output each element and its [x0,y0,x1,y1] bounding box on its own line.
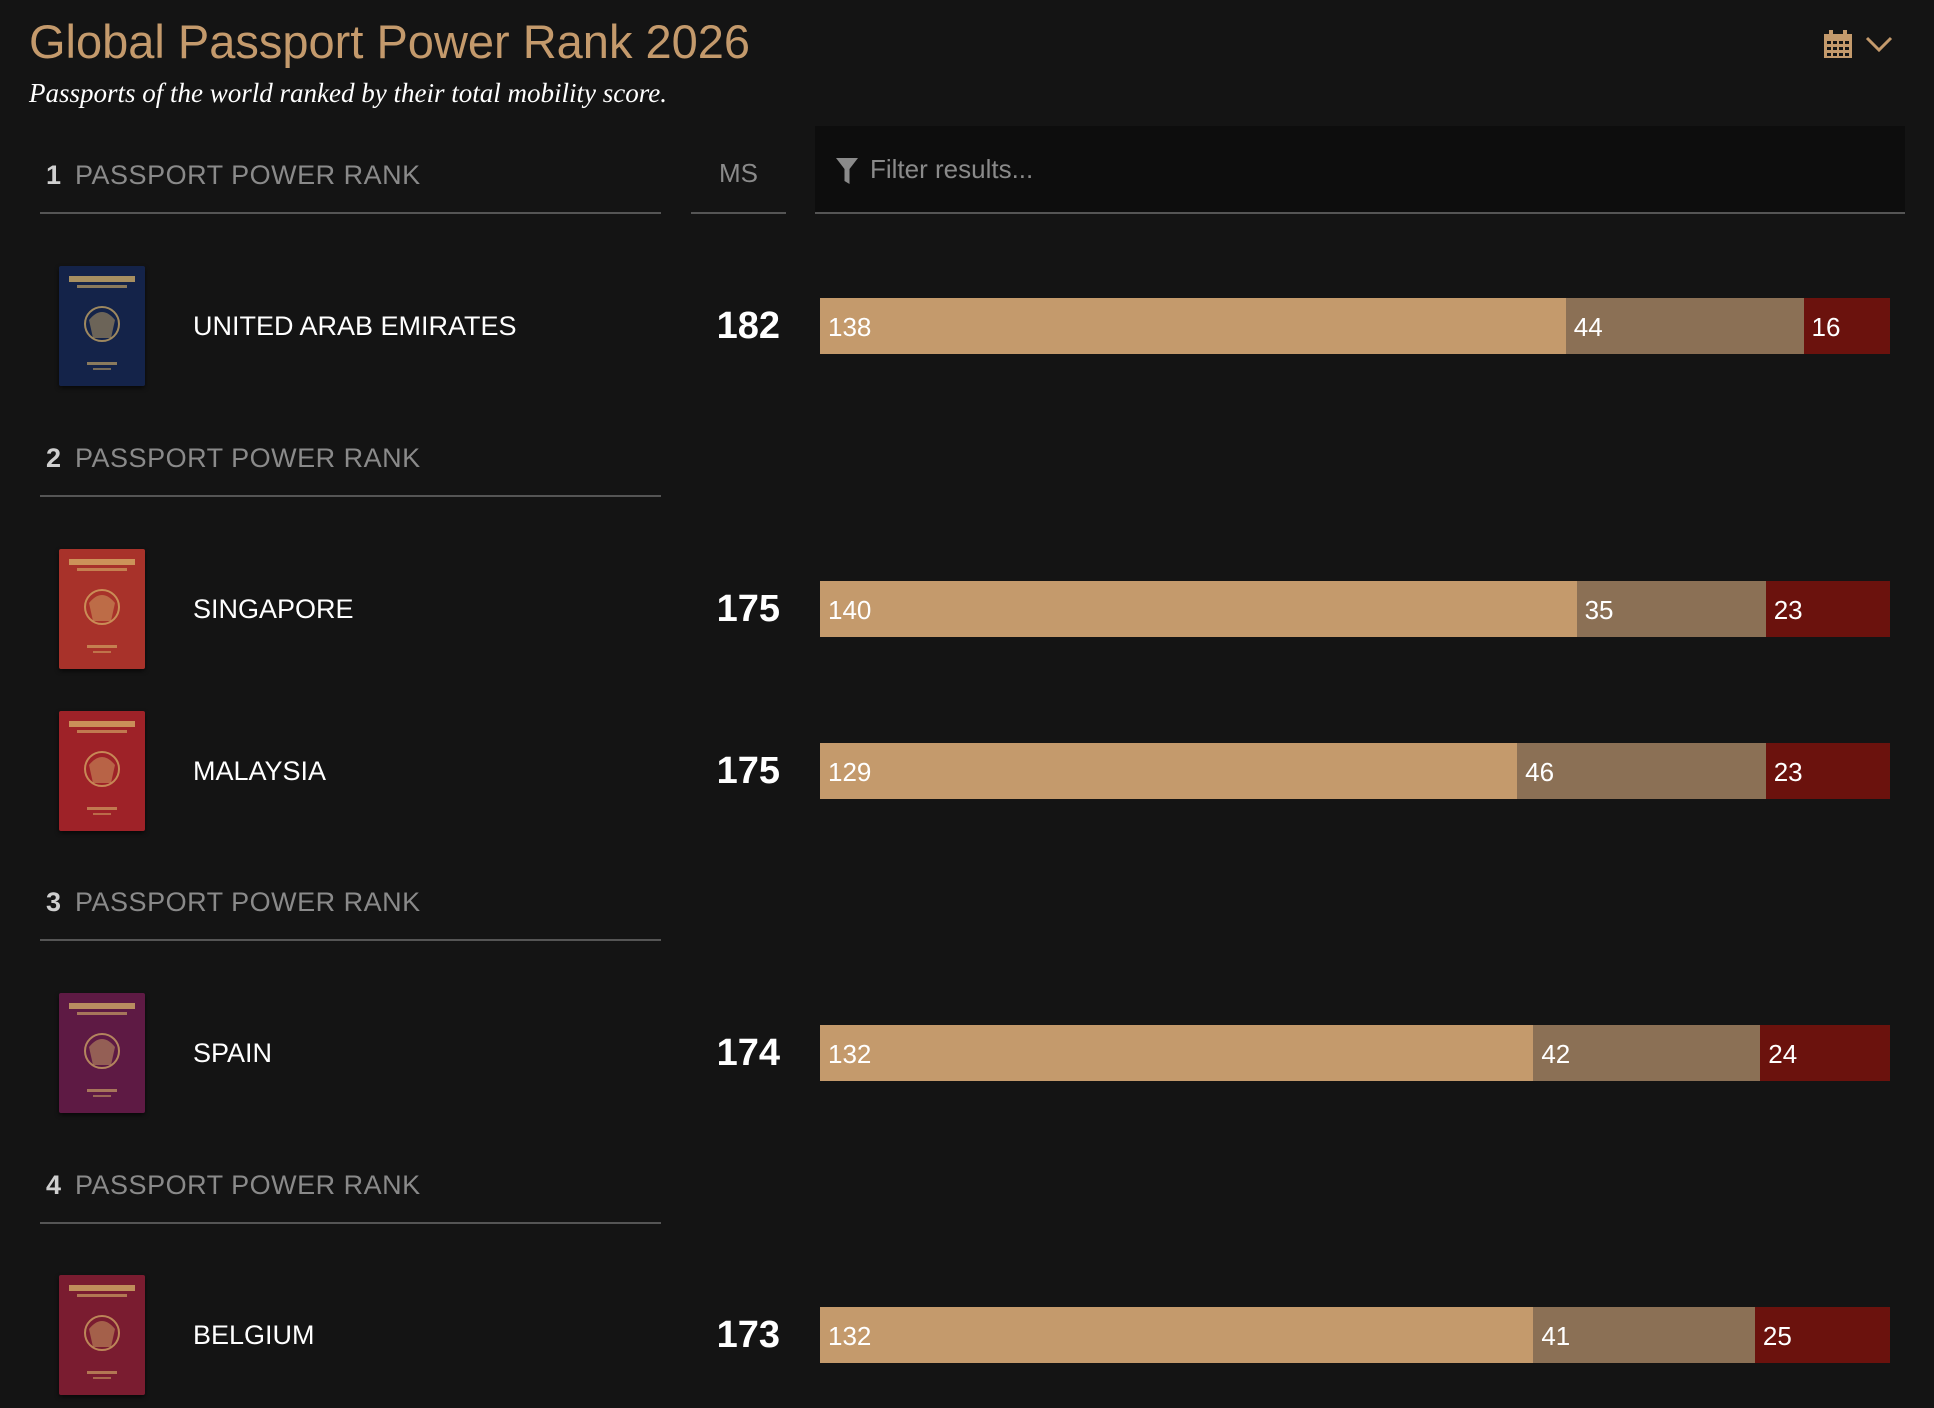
mobility-breakdown-bar: 138 44 16 [820,298,1890,354]
passport-cover-image [59,266,145,386]
rank-group-header: 4 PASSPORT POWER RANK [40,1148,661,1224]
mobility-score: 182 [716,305,780,347]
passport-cover-image [59,1275,145,1395]
rank-number: 3 [46,886,62,917]
bar-segment-1: 132 [820,1307,1534,1363]
country-name: SINGAPORE [193,594,354,624]
mobility-breakdown-bar: 132 41 25 [820,1307,1890,1363]
country-name: BELGIUM [193,1320,315,1350]
page-subtitle: Passports of the world ranked by their t… [29,78,667,108]
date-picker-button[interactable] [1822,22,1902,66]
chevron-down-icon [1864,34,1894,54]
rank-label: PASSPORT POWER RANK [75,442,421,473]
bar-segment-1: 138 [820,298,1566,354]
rank-group-header: 1 PASSPORT POWER RANK [40,138,661,214]
mobility-score: 173 [716,1314,780,1356]
passport-cover-image [59,711,145,831]
rank-number: 2 [46,442,62,473]
rank-number: 4 [46,1169,62,1200]
rank-number: 1 [46,159,62,190]
mobility-score: 174 [716,1032,780,1074]
passport-row[interactable]: SPAIN 174 132 42 24 [0,993,1934,1113]
bar-segment-2: 44 [1565,298,1804,354]
bar-segment-1: 140 [820,581,1577,637]
passport-row[interactable]: BELGIUM 173 132 41 25 [0,1275,1934,1395]
bar-segment-3: 23 [1765,743,1890,799]
bar-segment-2: 42 [1533,1025,1761,1081]
country-name: UNITED ARAB EMIRATES [193,311,517,341]
passport-cover-image [59,549,145,669]
bar-segment-1: 129 [820,743,1518,799]
rank-label: PASSPORT POWER RANK [75,1169,421,1200]
page-title: Global Passport Power Rank 2026 [29,15,751,68]
bar-segment-3: 23 [1765,581,1890,637]
filter-input[interactable] [868,148,1872,190]
ms-column-header[interactable]: MS [691,126,786,214]
bar-segment-2: 41 [1533,1307,1755,1363]
mobility-breakdown-bar: 132 42 24 [820,1025,1890,1081]
bar-segment-2: 46 [1517,743,1766,799]
calendar-icon [1822,28,1854,60]
bar-segment-3: 24 [1760,1025,1890,1081]
rank-group-header: 2 PASSPORT POWER RANK [40,421,661,497]
rank-label: PASSPORT POWER RANK [75,159,421,190]
country-name: MALAYSIA [193,756,327,786]
passport-cover-image [59,993,145,1113]
bar-segment-2: 35 [1576,581,1766,637]
passport-row[interactable]: SINGAPORE 175 140 35 23 [0,549,1934,669]
mobility-score: 175 [716,588,780,630]
bar-segment-1: 132 [820,1025,1534,1081]
mobility-score: 175 [716,750,780,792]
mobility-breakdown-bar: 129 46 23 [820,743,1890,799]
country-name: SPAIN [193,1038,273,1068]
filter-box[interactable] [815,126,1905,214]
mobility-breakdown-bar: 140 35 23 [820,581,1890,637]
rank-group-header: 3 PASSPORT POWER RANK [40,865,661,941]
passport-row[interactable]: UNITED ARAB EMIRATES 182 138 44 16 [0,266,1934,386]
bar-segment-3: 25 [1754,1307,1890,1363]
bar-segment-3: 16 [1803,298,1890,354]
rank-label: PASSPORT POWER RANK [75,886,421,917]
passport-row[interactable]: MALAYSIA 175 129 46 23 [0,711,1934,831]
